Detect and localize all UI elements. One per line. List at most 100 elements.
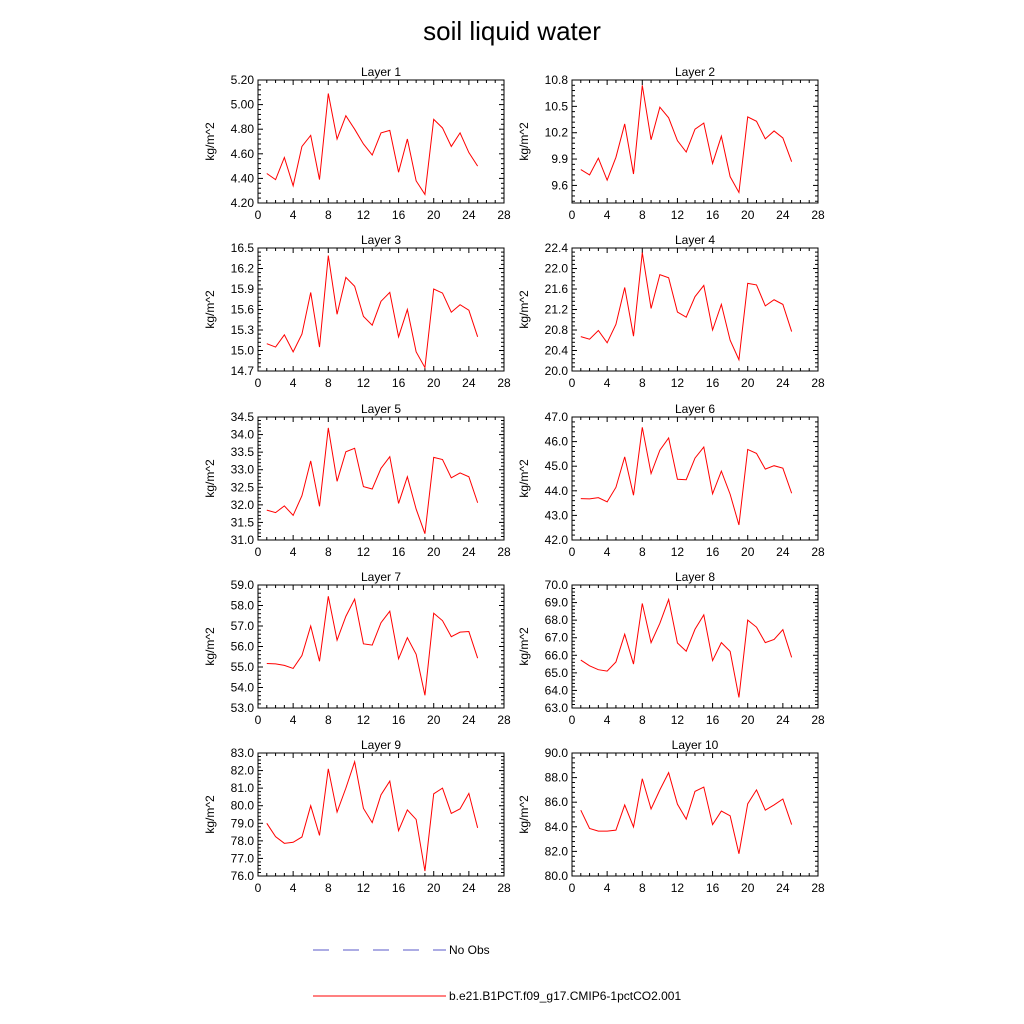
panel-6-xtick-label: 8 — [639, 545, 646, 559]
panel-3-series-line — [266, 255, 479, 370]
panel-2-xtick-label: 8 — [639, 208, 646, 222]
panel-4-frame — [571, 247, 819, 372]
panel-1-xtick-label: 4 — [290, 208, 297, 222]
panel-10-series-line — [580, 771, 793, 854]
panel-5-series-line — [266, 427, 479, 534]
panel-5-xtick-label: 20 — [427, 545, 441, 559]
panel-7: Layer 7 kg/m^2 0 4 8 12 16 20 24 28 53.0 54.0 55.0 56… — [203, 570, 511, 727]
panel-2-ytick-label: 9.9 — [551, 152, 568, 166]
panel-1-ytick-label: 4.40 — [231, 171, 255, 185]
panel-2: Layer 2 kg/m^2 0 4 8 12 16 20 24 28 9.6 9.9 10.2 10.5… — [517, 65, 825, 222]
panel-1: Layer 1 kg/m^2 0 4 8 12 16 20 24 28 4.20 4.40 4.60 4.… — [203, 65, 511, 222]
panel-9-ytick-label: 83.0 — [231, 746, 255, 760]
panel-1-ytick-label: 5.00 — [231, 98, 255, 112]
panel-7-ytick-label: 56.0 — [231, 640, 255, 654]
panel-6-xtick-label: 12 — [671, 545, 685, 559]
legend-model-label: b.e21.B1PCT.f09_g17.CMIP6-1pctCO2.001 — [449, 989, 681, 1003]
panel-8-frame — [571, 584, 819, 709]
panel-7-xtick-label: 0 — [255, 713, 262, 727]
panel-7-ytick-label: 55.0 — [231, 660, 255, 674]
panel-10-xtick-label: 4 — [604, 881, 611, 895]
panel-8-xtick-label: 4 — [604, 713, 611, 727]
panel-3-xtick-label: 24 — [462, 376, 476, 390]
panel-2-xtick-label: 4 — [604, 208, 611, 222]
panel-8-xtick-label: 16 — [706, 713, 720, 727]
panel-1-series-line — [266, 93, 479, 196]
panel-9-ytick-label: 80.0 — [231, 799, 255, 813]
panel-8-xtick-label: 0 — [569, 713, 576, 727]
panel-2-xtick-label: 24 — [776, 208, 790, 222]
panel-4: Layer 4 kg/m^2 0 4 8 12 16 20 24 28 20.0 20.4 20.8 21… — [517, 233, 825, 390]
panel-5: Layer 5 kg/m^2 0 4 8 12 16 20 24 28 31.0 31.5 32.0 32… — [203, 402, 511, 559]
panel-10-frame — [571, 752, 819, 877]
panel-10-title: Layer 10 — [672, 738, 719, 752]
panel-3-ytick-label: 15.3 — [231, 323, 255, 337]
panel-6-ylabel: kg/m^2 — [517, 459, 531, 498]
panel-8-ylabel: kg/m^2 — [517, 627, 531, 666]
panel-4-ytick-label: 21.2 — [545, 303, 569, 317]
panel-2-ytick-label: 10.2 — [545, 126, 569, 140]
panel-7-ytick-label: 58.0 — [231, 599, 255, 613]
panel-4-xtick-label: 4 — [604, 376, 611, 390]
panel-6-title: Layer 6 — [675, 402, 715, 416]
panel-1-xtick-label: 20 — [427, 208, 441, 222]
panel-4-xtick-label: 16 — [706, 376, 720, 390]
panel-4-ylabel: kg/m^2 — [517, 290, 531, 329]
panel-3-xtick-label: 8 — [325, 376, 332, 390]
panel-3-xtick-label: 16 — [392, 376, 406, 390]
panel-2-ytick-label: 10.8 — [545, 73, 569, 87]
panel-9-ytick-label: 77.0 — [231, 851, 255, 865]
panel-6-series-line — [580, 427, 793, 526]
panel-7-ytick-label: 57.0 — [231, 619, 255, 633]
panel-1-ytick-label: 4.20 — [231, 196, 255, 210]
panel-5-xtick-label: 12 — [357, 545, 371, 559]
panel-3-ytick-label: 15.0 — [231, 344, 255, 358]
panel-10-xtick-label: 8 — [639, 881, 646, 895]
panel-4-xtick-label: 12 — [671, 376, 685, 390]
panel-10-ytick-label: 84.0 — [545, 820, 569, 834]
panel-1-xtick-label: 16 — [392, 208, 406, 222]
panel-3-xtick-label: 12 — [357, 376, 371, 390]
panel-6-xtick-label: 4 — [604, 545, 611, 559]
panel-3-ylabel: kg/m^2 — [203, 290, 217, 329]
panel-8-ytick-label: 64.0 — [545, 683, 569, 697]
panel-6-xtick-label: 28 — [811, 545, 825, 559]
panel-8-ytick-label: 63.0 — [545, 701, 569, 715]
panel-10-ytick-label: 80.0 — [545, 869, 569, 883]
panel-8-ytick-label: 67.0 — [545, 631, 569, 645]
panel-3: Layer 3 kg/m^2 0 4 8 12 16 20 24 28 14.7 15.0 15.3 15… — [203, 233, 511, 390]
panel-4-ytick-label: 22.0 — [545, 262, 569, 276]
panel-2-xtick-label: 16 — [706, 208, 720, 222]
panel-4-xtick-label: 0 — [569, 376, 576, 390]
panel-8-xtick-label: 12 — [671, 713, 685, 727]
panel-10-ytick-label: 82.0 — [545, 844, 569, 858]
panel-6-xtick-label: 20 — [741, 545, 755, 559]
panel-10-ytick-label: 86.0 — [545, 795, 569, 809]
panel-7-ytick-label: 53.0 — [231, 701, 255, 715]
panel-8-series-line — [580, 597, 793, 698]
panel-9: Layer 9 kg/m^2 0 4 8 12 16 20 24 28 76.0 77.0 78.0 79… — [203, 738, 511, 895]
panel-10-ytick-label: 90.0 — [545, 746, 569, 760]
panel-1-title: Layer 1 — [361, 65, 401, 79]
panel-7-ytick-label: 59.0 — [231, 578, 255, 592]
panel-8: Layer 8 kg/m^2 0 4 8 12 16 20 24 28 63.0 64.0 65.0 66… — [517, 570, 825, 727]
panel-1-ytick-label: 4.80 — [231, 122, 255, 136]
panel-8-title: Layer 8 — [675, 570, 715, 584]
panel-7-frame — [257, 584, 505, 709]
panel-9-frame — [257, 752, 505, 877]
panel-4-xtick-label: 8 — [639, 376, 646, 390]
panel-6-xtick-label: 0 — [569, 545, 576, 559]
panel-9-ytick-label: 76.0 — [231, 869, 255, 883]
panel-7-series-line — [266, 596, 479, 696]
panel-6-ytick-label: 43.0 — [545, 508, 569, 522]
panel-6-xtick-label: 16 — [706, 545, 720, 559]
panel-10-ylabel: kg/m^2 — [517, 795, 531, 834]
panel-7-xtick-label: 8 — [325, 713, 332, 727]
panel-5-ytick-label: 31.5 — [231, 515, 255, 529]
panel-9-xtick-label: 16 — [392, 881, 406, 895]
panel-10-xtick-label: 24 — [776, 881, 790, 895]
panel-4-ytick-label: 20.8 — [545, 323, 569, 337]
panel-9-ylabel: kg/m^2 — [203, 795, 217, 834]
panel-7-xtick-label: 12 — [357, 713, 371, 727]
